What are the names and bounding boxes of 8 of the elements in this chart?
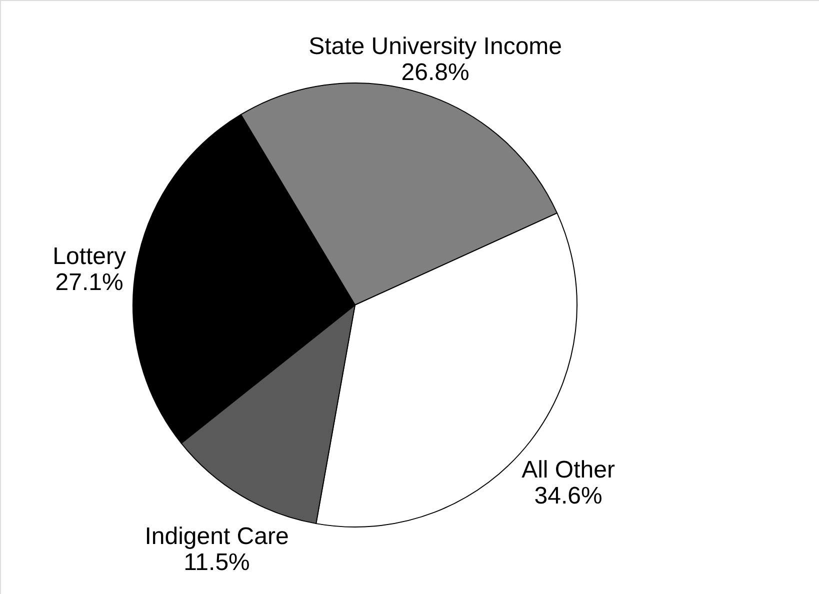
data-label: 27.1%	[55, 268, 124, 296]
data-label: 11.5%	[184, 548, 250, 576]
data-label: 26.8%	[401, 59, 470, 86]
slice-label: State University Income	[308, 33, 562, 60]
data-label: 34.6%	[534, 482, 602, 510]
slice-label: Indigent Care	[144, 522, 289, 550]
slice-label: All Other	[522, 456, 615, 484]
slice-label: Lottery	[52, 242, 126, 270]
